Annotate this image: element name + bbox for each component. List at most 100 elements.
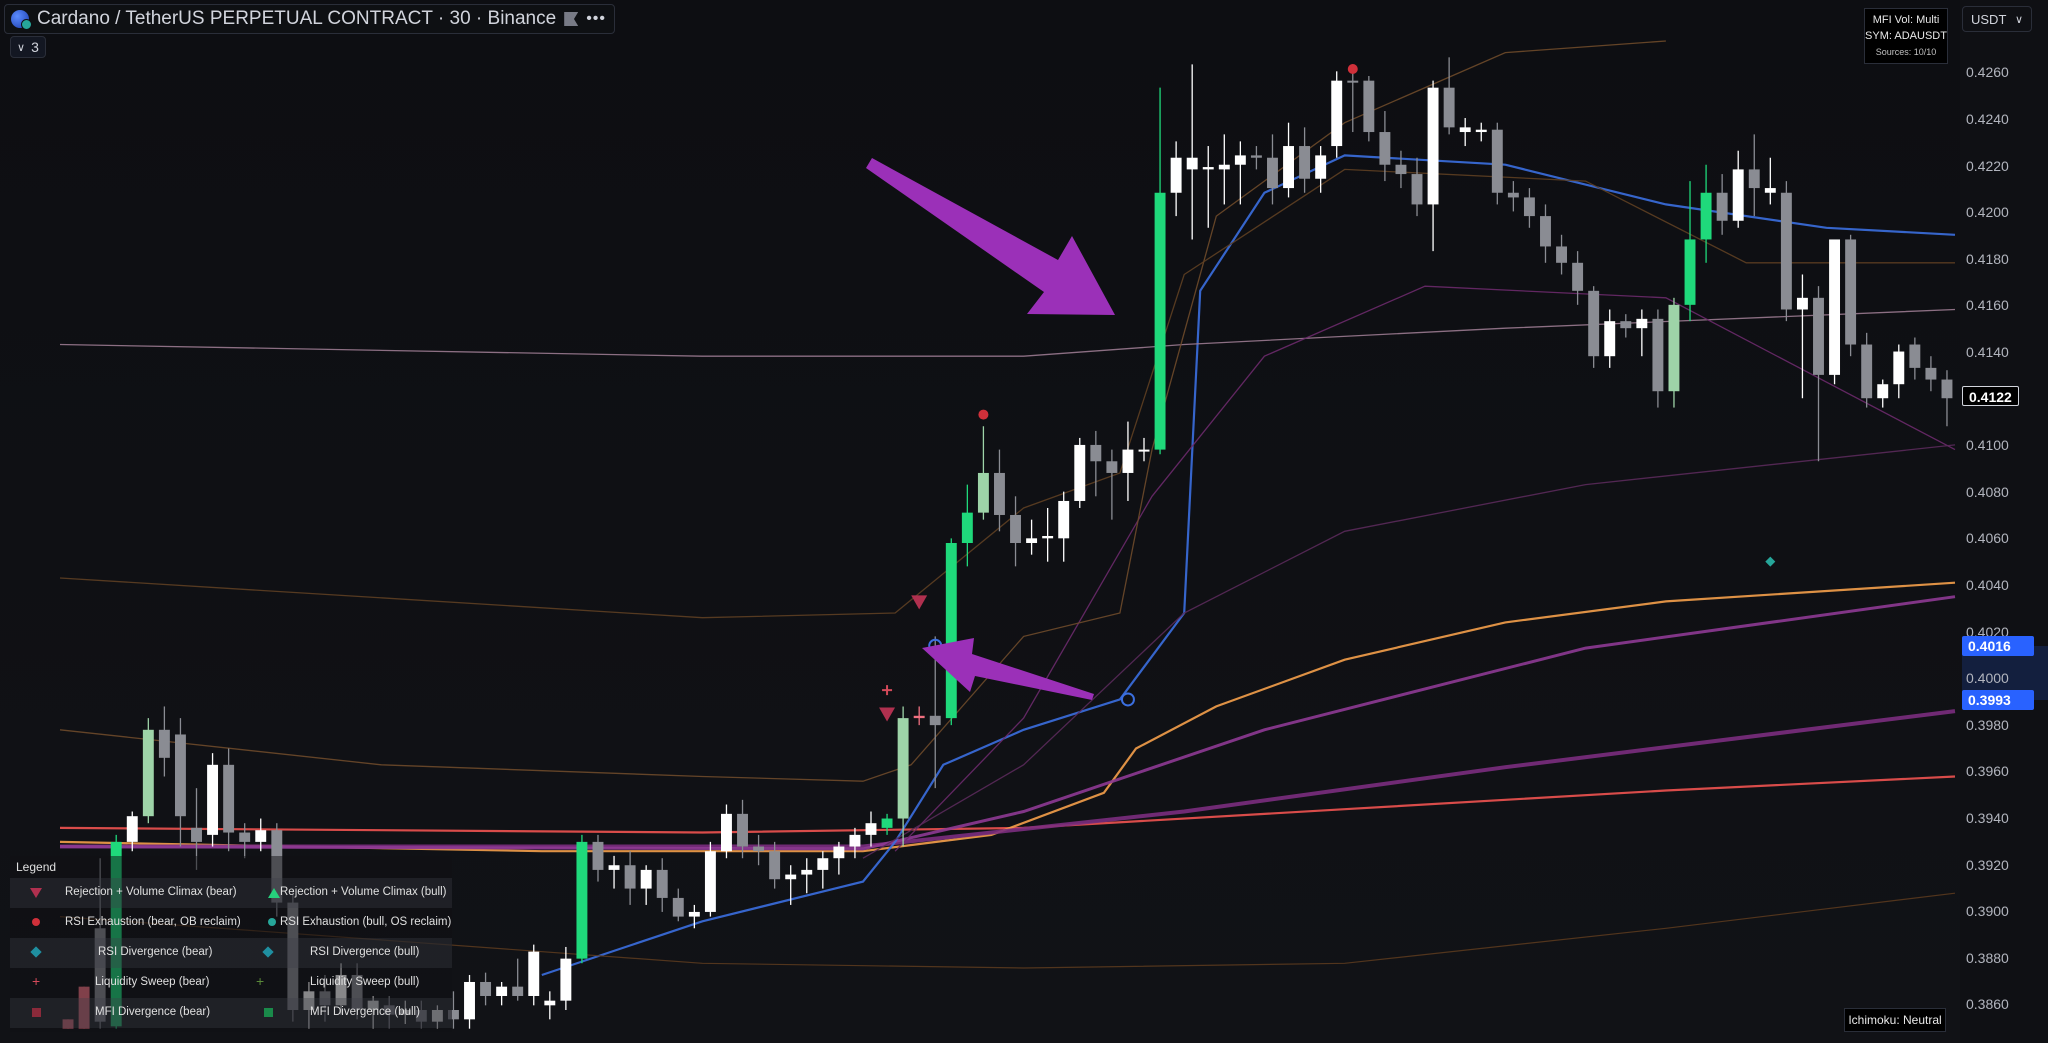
candle-body bbox=[544, 1000, 556, 1006]
currency-select[interactable]: USDT ∨ bbox=[1962, 6, 2032, 32]
candle bbox=[560, 946, 572, 1010]
candle-body bbox=[1154, 192, 1166, 450]
candle-body bbox=[207, 764, 219, 835]
candle-body bbox=[158, 729, 170, 758]
candle bbox=[769, 841, 781, 889]
candle bbox=[1234, 141, 1246, 205]
candle-body bbox=[1941, 379, 1953, 399]
marker-price-tag-lower[interactable]: 0.3993 bbox=[1962, 690, 2034, 710]
candle bbox=[207, 753, 219, 847]
candle-body bbox=[977, 472, 989, 513]
legend-label-bull: Rejection + Volume Climax (bull) bbox=[280, 886, 447, 898]
candle bbox=[1042, 507, 1054, 562]
price-tick: 0.4060 bbox=[1966, 530, 2009, 546]
candle-body bbox=[881, 818, 893, 828]
signal-legend: Legend Rejection + Volume Climax (bear) … bbox=[10, 856, 452, 1032]
dot-icon bbox=[32, 918, 40, 926]
candle bbox=[1395, 150, 1407, 189]
candle bbox=[1347, 64, 1359, 133]
candle bbox=[1218, 134, 1230, 205]
legend-label-bear: Liquidity Sweep (bear) bbox=[95, 976, 210, 988]
candle-body bbox=[1299, 146, 1311, 179]
candle bbox=[704, 841, 716, 917]
candle bbox=[592, 834, 604, 882]
marker-price-tag-upper[interactable]: 0.4016 bbox=[1962, 636, 2034, 656]
plus-icon: + bbox=[32, 973, 41, 989]
candle-body bbox=[576, 841, 588, 959]
candle-body bbox=[174, 734, 186, 817]
dot-icon bbox=[268, 918, 276, 926]
candle-body bbox=[1379, 132, 1391, 165]
symbol-title[interactable]: Cardano / TetherUS PERPETUAL CONTRACT · … bbox=[37, 8, 557, 29]
square-icon bbox=[264, 1008, 273, 1017]
flag-icon[interactable] bbox=[564, 12, 579, 26]
candle-body bbox=[1106, 461, 1118, 473]
candle bbox=[929, 636, 941, 789]
candle bbox=[1491, 122, 1503, 205]
legend-row: Rejection + Volume Climax (bear) Rejecti… bbox=[10, 878, 452, 908]
candle-body bbox=[737, 813, 748, 847]
candle bbox=[1475, 122, 1487, 142]
legend-row: RSI Exhaustion (bear, OB reclaim) RSI Ex… bbox=[10, 908, 452, 938]
candle bbox=[1315, 146, 1327, 193]
chevron-down-icon: ∨ bbox=[2014, 13, 2023, 26]
candle bbox=[881, 813, 893, 835]
more-icon[interactable]: ••• bbox=[586, 10, 606, 27]
plus-icon: + bbox=[256, 973, 265, 989]
symbol-header[interactable]: Cardano / TetherUS PERPETUAL CONTRACT · … bbox=[4, 4, 615, 34]
candle bbox=[1170, 141, 1182, 217]
candle-body bbox=[1138, 449, 1150, 452]
candle bbox=[1588, 286, 1600, 368]
candle-body bbox=[512, 986, 524, 996]
cardano-logo-icon bbox=[11, 10, 32, 30]
price-tick: 0.4100 bbox=[1966, 437, 2009, 453]
candle-body bbox=[1331, 80, 1343, 147]
candle bbox=[1058, 491, 1070, 562]
candle bbox=[1267, 134, 1278, 205]
candle bbox=[1845, 234, 1857, 357]
candle bbox=[1668, 297, 1680, 408]
indicator-line bbox=[862, 444, 1956, 859]
indicator-line bbox=[59, 892, 1956, 969]
candle bbox=[994, 449, 1005, 532]
candle-body bbox=[672, 897, 684, 917]
candle-body bbox=[1572, 262, 1584, 291]
candle bbox=[1154, 87, 1166, 455]
candle bbox=[1010, 496, 1021, 567]
triangle-down-marker bbox=[911, 595, 928, 610]
candle-body bbox=[1893, 351, 1905, 385]
candle-body bbox=[1363, 80, 1375, 133]
legend-label-bull: Liquidity Sweep (bull) bbox=[310, 976, 420, 988]
annotation-arrow-large[interactable] bbox=[866, 158, 1115, 315]
candle-body bbox=[1170, 157, 1182, 193]
indicator-count: 3 bbox=[31, 39, 39, 55]
candle-body bbox=[897, 718, 909, 819]
price-axis[interactable]: 0.4260 0.4240 0.4220 0.4200 0.4180 0.416… bbox=[1963, 0, 2048, 1043]
candle bbox=[1941, 370, 1953, 427]
candle bbox=[1379, 111, 1391, 182]
candle-body bbox=[801, 869, 813, 875]
candle-body bbox=[753, 846, 765, 852]
candle-body bbox=[961, 512, 973, 543]
candle bbox=[817, 851, 829, 889]
candle-body bbox=[1058, 500, 1070, 539]
info-line-symbol: SYM: ADAUSDT bbox=[1865, 30, 1947, 42]
price-tick: 0.4200 bbox=[1966, 204, 2009, 220]
candle bbox=[737, 799, 748, 859]
candle bbox=[1427, 80, 1439, 252]
indicators-toggle[interactable]: ∨ 3 bbox=[10, 36, 46, 58]
square-icon bbox=[32, 1008, 41, 1017]
candle bbox=[656, 858, 668, 912]
diamond-marker bbox=[1765, 556, 1776, 567]
candle-body bbox=[1636, 318, 1648, 329]
candle-body bbox=[656, 869, 668, 898]
annotation-arrow-small[interactable] bbox=[922, 638, 1094, 700]
candle-body bbox=[1090, 444, 1102, 462]
candle bbox=[447, 991, 459, 1029]
candle bbox=[1764, 157, 1776, 205]
mfi-info-panel: MFI Vol: Multi SYM: ADAUSDT Sources: 10/… bbox=[1864, 8, 1948, 64]
candle bbox=[1620, 314, 1632, 338]
candle bbox=[624, 851, 636, 905]
candle-body bbox=[1780, 192, 1792, 310]
signal-markers bbox=[879, 63, 1776, 722]
